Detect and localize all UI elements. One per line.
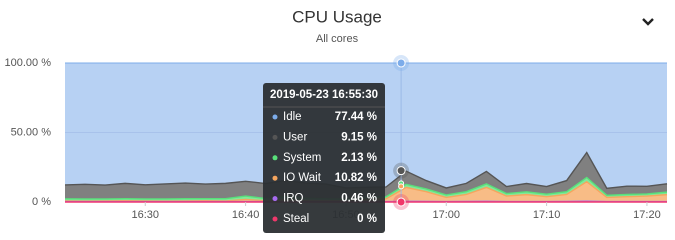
hover-marker [398, 183, 405, 190]
tooltip-value: 0.46 % [341, 193, 377, 205]
tooltip-time: 2019-05-23 16:55:30 [270, 89, 378, 101]
tooltip-name: Steal [283, 213, 309, 225]
hover-marker [396, 58, 406, 68]
tooltip-name: IRQ [283, 193, 304, 205]
tooltip-box [263, 83, 385, 233]
x-tick-label: 17:00 [433, 209, 461, 221]
tooltip-dot [272, 134, 278, 140]
tooltip-dot [272, 114, 278, 120]
chart-title: CPU Usage [292, 7, 382, 26]
tooltip-value: 0 % [357, 213, 377, 225]
tooltip: 2019-05-23 16:55:30 Idle 77.44 % User 9.15 %… [263, 83, 385, 233]
y-tick-label: 50.00 % [11, 126, 52, 138]
x-tick-label: 17:20 [633, 209, 661, 221]
tooltip-value: 9.15 % [341, 131, 377, 143]
tooltip-value: 77.44 % [335, 111, 377, 123]
tooltip-dot [272, 175, 278, 181]
hover-marker [396, 197, 406, 207]
tooltip-value: 2.13 % [341, 152, 377, 164]
tooltip-value: 10.82 % [335, 172, 377, 184]
x-tick-label: 16:30 [132, 209, 160, 221]
tooltip-dot [272, 196, 278, 202]
tooltip-dot [272, 155, 278, 161]
area-3 [65, 181, 667, 202]
x-tick-label: 16:40 [232, 209, 260, 221]
x-tick-label: 17:10 [533, 209, 561, 221]
tooltip-dot [272, 216, 278, 222]
tooltip-name: System [283, 152, 321, 164]
hover-marker [396, 166, 406, 176]
tooltip-name: User [283, 131, 307, 143]
collapse-chevron[interactable] [642, 18, 654, 26]
chart-subtitle: All cores [316, 33, 359, 45]
y-tick-label: 100.00 % [5, 57, 52, 69]
y-tick-label: 0 % [32, 196, 51, 208]
area-1 [65, 152, 667, 200]
tooltip-name: IO Wait [283, 172, 322, 184]
tooltip-name: Idle [283, 111, 302, 123]
